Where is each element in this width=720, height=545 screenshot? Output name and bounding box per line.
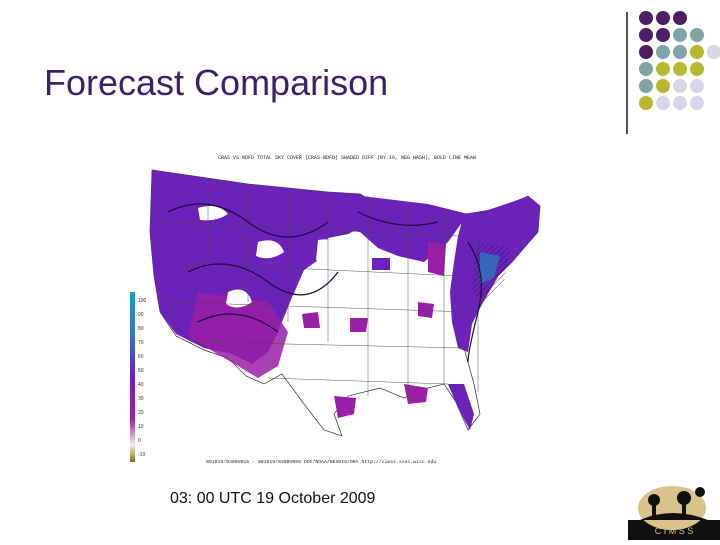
clear-area [226, 289, 252, 308]
clear-area [256, 240, 284, 259]
cloud-diff-region [188, 292, 288, 378]
dot [673, 45, 687, 59]
colorbar-label: 40 [138, 382, 144, 388]
dot [639, 79, 653, 93]
dot [656, 28, 670, 42]
slide-title: Forecast Comparison [44, 62, 389, 103]
colorbar-label: 90 [138, 312, 144, 318]
dot [673, 62, 687, 76]
dot [673, 11, 687, 25]
cloud-diff-region [428, 242, 446, 276]
dot [673, 28, 687, 42]
dot [690, 28, 704, 42]
cloud-diff-region [334, 396, 356, 418]
dot [707, 45, 720, 59]
cloud-diff-region [350, 318, 368, 332]
dot [656, 79, 670, 93]
dot [690, 62, 704, 76]
cloud-diff-region [480, 252, 500, 284]
colorbar-label: -10 [138, 452, 146, 458]
colorbar-label: 0 [138, 438, 141, 444]
cloud-diff-region [448, 384, 474, 430]
dot [656, 45, 670, 59]
clear-area [198, 206, 228, 221]
colorbar-label: 20 [138, 410, 144, 416]
dot [639, 62, 653, 76]
colorbar-label: 100 [138, 298, 147, 304]
dot [656, 62, 670, 76]
clear-area [316, 239, 350, 265]
dot [690, 45, 704, 59]
sky-cover-difference-map [128, 152, 590, 468]
mean-contours [167, 203, 482, 363]
colorbar-label: 30 [138, 396, 144, 402]
timestamp-caption: 03: 00 UTC 19 October 2009 [170, 490, 376, 507]
dot [690, 79, 704, 93]
svg-text:C I M S S: C I M S S [655, 526, 694, 536]
cloud-diff-region [302, 312, 320, 328]
cloud-diff-region [404, 384, 428, 404]
dot [639, 11, 653, 25]
dot [639, 28, 653, 42]
figure-header: CRAS VS NDFD TOTAL SKY COVER (CRAS-NDFD)… [218, 155, 477, 161]
dot [656, 11, 670, 25]
dot [690, 96, 704, 110]
cloud-diff-region [372, 258, 390, 270]
dot [673, 96, 687, 110]
state-borders [153, 182, 479, 398]
colorbar-label: 50 [138, 368, 144, 374]
dot [639, 45, 653, 59]
title-divider [626, 12, 628, 134]
decorative-dot-grid [639, 11, 720, 121]
cloud-diff-region [418, 302, 434, 318]
colorbar-label: 80 [138, 326, 144, 332]
dot [639, 96, 653, 110]
colorbar [130, 292, 135, 462]
dot [673, 79, 687, 93]
figure-footer: 091019/0300V015 - 091019/0300V008 DOC/NO… [206, 460, 437, 465]
dot [656, 96, 670, 110]
cimss-logo: C I M S S [628, 478, 720, 540]
colorbar-label: 70 [138, 340, 144, 346]
colorbar-label: 10 [138, 424, 144, 430]
clear-area [368, 271, 394, 289]
colorbar-label: 60 [138, 354, 144, 360]
